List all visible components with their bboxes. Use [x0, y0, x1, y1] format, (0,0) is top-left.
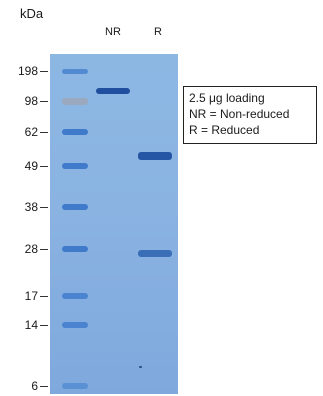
mw-tick-28 — [40, 249, 48, 250]
mw-label-62: 62 — [24, 125, 38, 139]
mw-label-28: 28 — [24, 242, 38, 256]
mw-label-38: 38 — [24, 200, 38, 214]
mw-label-6: 6 — [31, 379, 38, 393]
mw-tick-6 — [40, 386, 48, 387]
legend-nr: NR = Non-reduced — [189, 107, 290, 121]
mw-label-14: 14 — [24, 318, 38, 332]
ladder-band-198 — [62, 69, 88, 74]
gel-image — [50, 54, 178, 394]
unit-label: kDa — [20, 6, 44, 21]
legend-box: 2.5 μg loading NR = Non-reduced R = Redu… — [183, 86, 317, 144]
mw-label-198: 198 — [17, 64, 38, 78]
mw-tick-98 — [40, 101, 48, 102]
ladder-band-62 — [62, 129, 88, 135]
r-band-light-chain — [138, 250, 172, 257]
legend-r: R = Reduced — [189, 123, 260, 137]
ladder-band-17 — [62, 293, 88, 299]
ladder-band-14 — [62, 322, 88, 328]
r-band-heavy-chain — [138, 152, 172, 160]
ladder-band-49 — [62, 163, 88, 169]
mw-label-17: 17 — [24, 289, 38, 303]
lane-header-r: R — [154, 26, 162, 38]
mw-tick-49 — [40, 166, 48, 167]
ladder-band-98 — [62, 98, 88, 105]
gel-speck — [139, 366, 142, 368]
ladder-band-28 — [62, 246, 88, 252]
ladder-band-6 — [62, 383, 88, 389]
mw-tick-38 — [40, 207, 48, 208]
legend-loading: 2.5 μg loading — [189, 91, 265, 105]
ladder-band-38 — [62, 204, 88, 210]
mw-tick-62 — [40, 132, 48, 133]
mw-tick-14 — [40, 325, 48, 326]
nr-band-main — [96, 88, 130, 94]
mw-tick-17 — [40, 296, 48, 297]
mw-label-49: 49 — [24, 159, 38, 173]
lane-header-nr: NR — [105, 26, 121, 38]
mw-tick-198 — [40, 71, 48, 72]
mw-label-98: 98 — [24, 94, 38, 108]
